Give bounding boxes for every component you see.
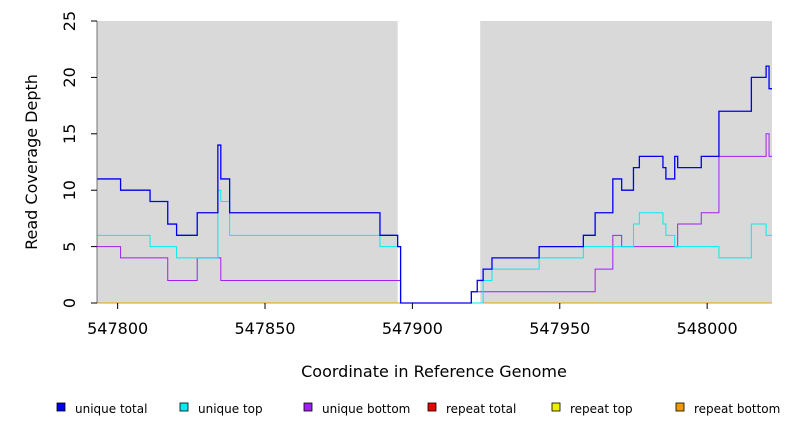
x-tick-label: 547950 — [529, 319, 590, 338]
legend: unique total unique top unique bottom repea… — [56, 402, 780, 416]
x-tick-label: 547900 — [382, 319, 443, 338]
legend-label-unique-total: unique total — [75, 402, 147, 416]
legend-label-repeat-bottom: repeat bottom — [694, 402, 780, 416]
legend-swatch-unique-total — [56, 402, 66, 412]
y-tick-label: 20 — [60, 67, 79, 87]
shaded-region-2 — [480, 21, 772, 303]
x-axis: 547800 547850 547900 547950 548000 — [87, 303, 738, 338]
y-axis-label: Read Coverage Depth — [22, 74, 41, 250]
x-tick-label: 547800 — [87, 319, 148, 338]
y-axis: 0 5 10 15 20 25 — [60, 11, 97, 308]
y-tick-label: 15 — [60, 124, 79, 144]
legend-label-repeat-top: repeat top — [570, 402, 633, 416]
x-tick-label: 547850 — [234, 319, 295, 338]
series-line-unique-bottom — [97, 133, 772, 304]
legend-label-repeat-total: repeat total — [446, 402, 516, 416]
y-tick-label: 25 — [60, 11, 79, 31]
legend-label-unique-bottom: unique bottom — [322, 402, 410, 416]
legend-swatch-unique-bottom — [303, 402, 313, 412]
series-lines — [97, 65, 772, 304]
legend-swatch-unique-top — [179, 402, 189, 412]
legend-swatch-repeat-top — [551, 402, 561, 412]
shaded-region-1 — [97, 21, 398, 303]
series-line-unique-total — [97, 65, 772, 304]
y-tick-label: 10 — [60, 180, 79, 200]
legend-swatch-repeat-total — [427, 402, 437, 412]
legend-swatch-repeat-bottom — [675, 402, 685, 412]
x-axis-label: Coordinate in Reference Genome — [301, 362, 567, 381]
y-tick-label: 5 — [60, 242, 79, 252]
y-tick-label: 0 — [60, 298, 79, 308]
legend-label-unique-top: unique top — [198, 402, 263, 416]
x-tick-label: 548000 — [677, 319, 738, 338]
shaded-regions — [97, 21, 772, 303]
